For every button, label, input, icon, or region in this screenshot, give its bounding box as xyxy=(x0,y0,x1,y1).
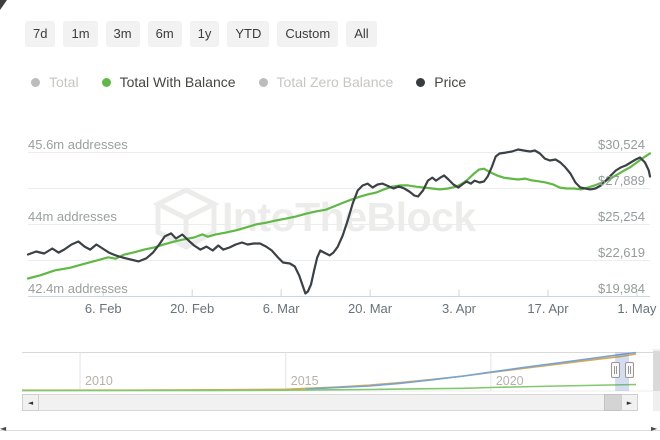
series-line-price xyxy=(26,148,652,295)
range-button-ytd[interactable]: YTD xyxy=(227,21,270,47)
legend-dot-icon xyxy=(101,77,111,87)
intotheblock-watermark-icon: IntoTheBlock xyxy=(152,187,477,250)
time-range-selector: 7d 1m 3m 6m 1y YTD Custom All xyxy=(25,21,377,47)
page-scroll-left-arrow-icon[interactable]: ◄ xyxy=(0,424,7,433)
range-button-custom[interactable]: Custom xyxy=(277,21,339,47)
navigator-year-label: 2015 xyxy=(290,374,319,388)
navigator-chart[interactable] xyxy=(21,351,653,392)
navigator-year-label: 2010 xyxy=(85,374,113,388)
nav-series-with-balance xyxy=(21,383,637,392)
chart-legend: Total Total With Balance Total Zero Bala… xyxy=(31,74,466,90)
legend-label: Total Zero Balance xyxy=(276,74,394,90)
nav-series-price xyxy=(305,351,637,390)
navigator-handle-left[interactable] xyxy=(610,362,620,378)
vertical-scrollbar-thumb[interactable] xyxy=(653,351,660,391)
legend-dot-icon xyxy=(31,77,40,87)
price-axis-label: $19,984 xyxy=(598,281,645,296)
x-axis-label: 17. Apr xyxy=(527,301,569,316)
address-axis-label: 44m addresses xyxy=(28,209,117,224)
x-axis-label: 6. Feb xyxy=(84,301,122,316)
address-axis-label: 45.6m addresses xyxy=(28,137,128,152)
legend-label: Price xyxy=(434,74,467,90)
page-scrollbar-line[interactable] xyxy=(0,430,660,431)
range-button-7d[interactable]: 7d xyxy=(25,21,56,47)
navigator-scrollbar-thumb[interactable] xyxy=(604,394,622,411)
corner-artifact xyxy=(0,0,7,10)
legend-item-price[interactable]: Price xyxy=(416,74,466,90)
navigator-scrollbar-track[interactable] xyxy=(22,394,638,411)
scroll-right-arrow-icon[interactable]: ► xyxy=(621,394,638,411)
navigator-year-label: 2020 xyxy=(495,374,524,388)
legend-dot-icon xyxy=(416,77,426,87)
navigator-handle-right[interactable] xyxy=(624,362,634,378)
legend-label: Total With Balance xyxy=(119,74,236,90)
legend-item-total[interactable]: Total xyxy=(31,74,79,90)
x-axis-label: 6. Mar xyxy=(262,301,300,316)
x-axis-label: 3. Apr xyxy=(442,301,477,316)
x-axis-label: 20. Feb xyxy=(170,301,215,316)
range-button-6m[interactable]: 6m xyxy=(147,21,182,47)
legend-label: Total xyxy=(49,74,79,90)
range-button-all[interactable]: All xyxy=(346,21,377,47)
main-chart-series xyxy=(26,148,652,295)
price-axis-label: $27,889 xyxy=(598,173,645,188)
nav-series-total xyxy=(22,353,637,392)
legend-item-total-zero-balance[interactable]: Total Zero Balance xyxy=(258,74,394,90)
price-axis-label: $22,619 xyxy=(598,245,645,260)
range-button-1y[interactable]: 1y xyxy=(189,21,220,47)
legend-item-total-with-balance[interactable]: Total With Balance xyxy=(101,74,236,90)
legend-dot-icon xyxy=(258,77,268,87)
price-axis-label: $30,524 xyxy=(598,137,645,152)
range-button-3m[interactable]: 3m xyxy=(105,21,140,47)
scroll-left-arrow-icon[interactable]: ◄ xyxy=(22,394,39,411)
x-axis-label: 20. Mar xyxy=(348,301,393,316)
range-button-1m[interactable]: 1m xyxy=(63,21,98,47)
x-axis-label: 1. May xyxy=(617,301,657,316)
page-scroll-right-arrow-icon[interactable]: ► xyxy=(651,424,658,433)
price-axis-label: $25,254 xyxy=(598,209,645,224)
address-axis-label: 42.4m addresses xyxy=(28,281,128,296)
